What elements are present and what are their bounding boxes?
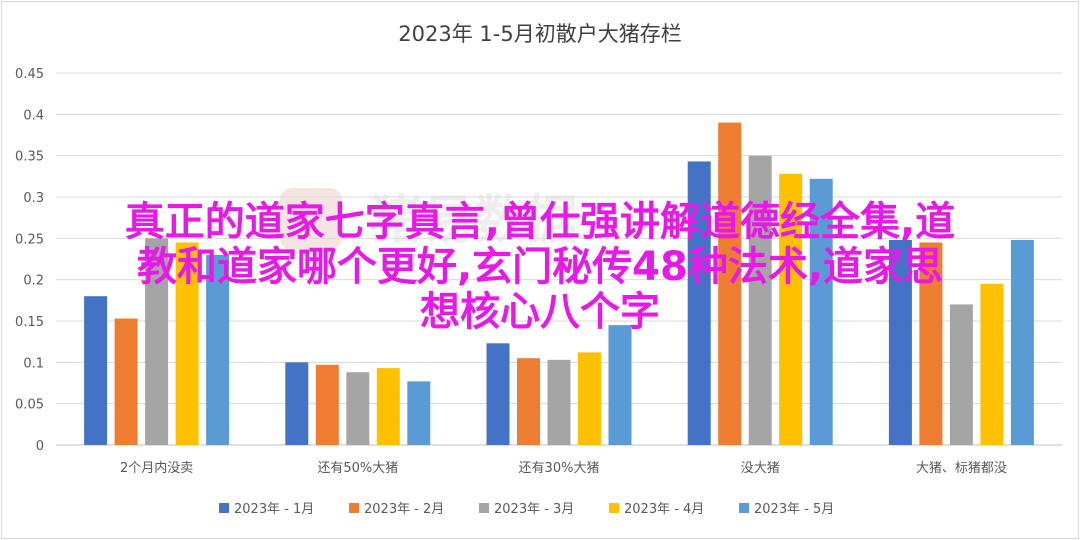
bars (84, 122, 1034, 445)
bar (175, 242, 199, 445)
watermark-logo: 猪易数据 (280, 188, 578, 251)
bar (315, 364, 339, 445)
chart-title: 2023年 1-5月初散户大猪存栏 (398, 22, 681, 46)
legend-swatch (739, 503, 749, 513)
bar (84, 296, 108, 445)
bar (517, 358, 540, 445)
legend-swatch (349, 503, 359, 513)
bar (407, 381, 431, 445)
legend-label: 2023年 - 1月 (234, 502, 314, 517)
bar (809, 178, 833, 445)
legend-label: 2023年 - 2月 (364, 502, 444, 517)
bar (145, 238, 169, 445)
y-tick-label: 0.05 (15, 398, 44, 413)
y-tick-label: 0.1 (23, 356, 44, 371)
bar (486, 343, 510, 445)
bar (888, 239, 912, 445)
legend-swatch (219, 503, 229, 513)
bar (608, 325, 632, 445)
x-tick-label: 大猪、标猪都没 (916, 461, 1007, 476)
bar (547, 359, 571, 445)
x-axis: 2个月内没卖 还有50%大猪 还有30%大猪 没大猪 大猪、标猪都没 (120, 460, 1007, 476)
bar (376, 368, 400, 445)
legend-label: 2023年 - 5月 (754, 502, 834, 517)
y-tick-label: 0 (36, 439, 44, 454)
bar (578, 352, 601, 445)
bar (346, 372, 370, 445)
legend-label: 2023年 - 4月 (624, 502, 704, 517)
bar (114, 318, 138, 445)
legend: 2023年 - 1月 2023年 - 2月 2023年 - 3月 2023年 - 4月… (219, 502, 834, 517)
y-tick-label: 0.2 (23, 274, 44, 289)
x-tick-label: 还有30%大猪 (519, 461, 600, 476)
bar (748, 155, 772, 445)
bar (687, 161, 711, 445)
y-tick-label: 0.45 (15, 67, 44, 82)
bar (285, 362, 309, 445)
bar (206, 254, 230, 445)
svg-text:猪易数据: 猪易数据 (370, 191, 578, 251)
bar (919, 242, 943, 445)
legend-label: 2023年 - 3月 (494, 502, 574, 517)
bar (718, 122, 742, 445)
bar (779, 173, 803, 445)
x-tick-label: 还有50%大猪 (317, 461, 398, 476)
legend-swatch (479, 503, 489, 513)
y-tick-label: 0.35 (15, 150, 44, 165)
y-tick-label: 0.3 (23, 191, 44, 206)
legend-swatch (609, 503, 619, 513)
y-tick-label: 0.4 (23, 108, 44, 123)
y-tick-label: 0.15 (15, 315, 44, 330)
bar (980, 283, 1004, 445)
y-axis: 0 0.05 0.1 0.15 0.2 0.25 0.3 0.35 0.4 0.45 (15, 67, 44, 454)
bar (1010, 239, 1034, 445)
y-tick-label: 0.25 (15, 232, 44, 247)
bar (949, 304, 973, 445)
x-tick-label: 2个月内没卖 (120, 460, 193, 476)
x-tick-label: 没大猪 (741, 461, 780, 476)
